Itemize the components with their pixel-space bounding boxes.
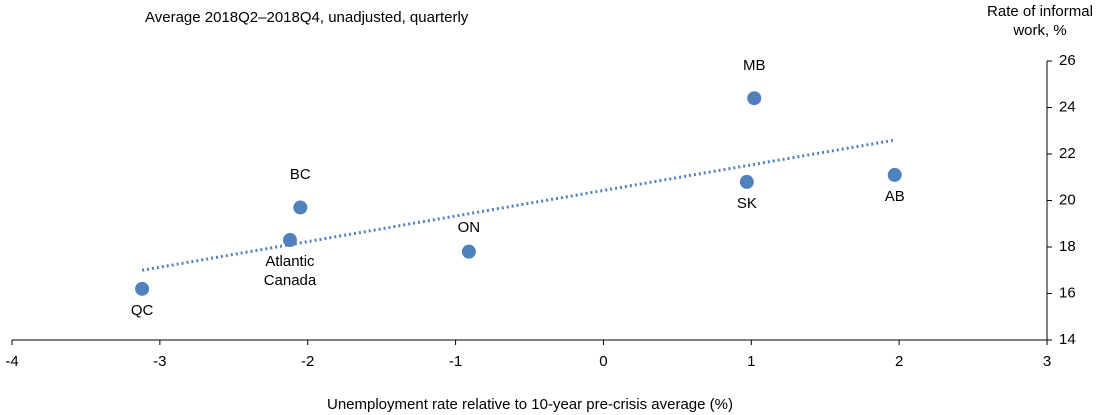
x-tick-label: -1 [449, 353, 462, 370]
y-tick-label: 18 [1059, 238, 1076, 255]
y-tick-label: 20 [1059, 191, 1076, 208]
point-label: Atlantic Canada [263, 253, 317, 290]
point [135, 281, 150, 296]
point [747, 91, 762, 106]
x-tick-label: -2 [301, 353, 314, 370]
point-label: AB [884, 187, 905, 205]
point-label: QC [130, 301, 154, 319]
trendline [141, 138, 895, 272]
y-tick-label: 26 [1059, 52, 1076, 69]
point [887, 167, 902, 182]
x-axis-title: Unemployment rate relative to 10-year pr… [327, 396, 733, 413]
x-tick-label: 1 [747, 353, 755, 370]
y-tick-label: 22 [1059, 145, 1076, 162]
x-tick-label: 0 [599, 353, 607, 370]
chart-title: Average 2018Q2–2018Q4, unadjusted, quart… [145, 9, 469, 26]
point-label: SK [736, 194, 757, 212]
x-tick-label: -3 [153, 353, 166, 370]
x-tick-label: -4 [5, 353, 18, 370]
y-tick-label: 14 [1059, 331, 1076, 348]
point-label: ON [457, 218, 481, 236]
point-label: MB [742, 57, 766, 75]
point [293, 200, 308, 215]
point [739, 174, 754, 189]
x-tick-label: 2 [895, 353, 903, 370]
point [461, 244, 476, 259]
x-tick-label: 3 [1043, 353, 1051, 370]
y-tick-label: 24 [1059, 98, 1076, 115]
y-tick-label: 16 [1059, 284, 1076, 301]
y-axis-title: Rate of informal work, % [987, 3, 1093, 39]
point-label: BC [289, 166, 311, 184]
point [282, 233, 297, 248]
